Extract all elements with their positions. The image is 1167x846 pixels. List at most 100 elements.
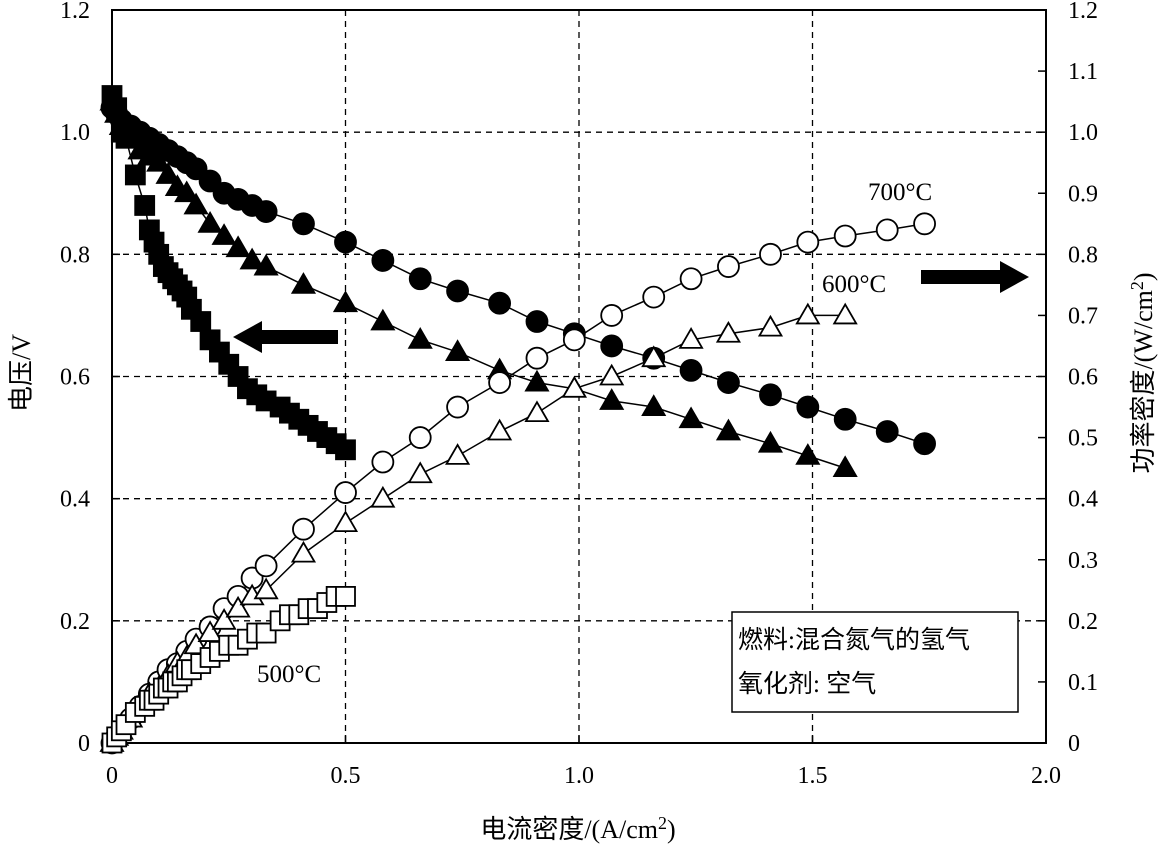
data-point-open-triangle xyxy=(290,540,317,563)
data-point-filled-triangle xyxy=(146,149,172,172)
data-point-open-circle xyxy=(913,212,936,236)
series-line-1 xyxy=(111,101,846,469)
data-point-filled-triangle xyxy=(197,210,223,233)
data-point-open-circle xyxy=(796,230,820,254)
data-point-open-triangle xyxy=(407,461,433,484)
data-point-open-circle xyxy=(600,304,624,327)
data-point-filled-circle xyxy=(292,212,315,236)
data-point-open-triangle xyxy=(715,320,742,343)
data-point-filled-triangle xyxy=(795,443,821,465)
series-line-0 xyxy=(111,107,925,445)
y-right-tick-label: 0.5 xyxy=(1068,426,1098,452)
y-left-tick-label: 0.4 xyxy=(60,487,90,513)
y-right-tick-label: 0.4 xyxy=(1068,487,1098,513)
y-left-tick-label: 0 xyxy=(78,731,90,757)
y-left-tick-label: 0.8 xyxy=(60,242,90,268)
grid-lines xyxy=(112,10,1046,743)
x-tick-label: 1.0 xyxy=(564,763,594,789)
data-point-open-circle xyxy=(446,395,469,419)
y-right-tick-label: 0 xyxy=(1068,731,1080,757)
data-point-filled-square xyxy=(106,97,128,119)
data-point-open-triangle xyxy=(832,302,858,325)
y-right-tick-label: 0.9 xyxy=(1068,181,1098,207)
data-point-filled-circle xyxy=(759,383,782,407)
data-point-filled-square xyxy=(190,311,212,332)
data-point-filled-circle xyxy=(875,420,899,443)
data-point-filled-triangle xyxy=(407,327,433,349)
data-point-filled-triangle xyxy=(757,430,784,453)
y-right-tick-label: 0.6 xyxy=(1068,365,1098,391)
data-point-open-circle xyxy=(292,517,315,541)
data-point-filled-circle xyxy=(334,230,357,254)
data-point-filled-triangle xyxy=(332,290,359,313)
y-left-tick-label: 1.0 xyxy=(60,120,90,146)
data-point-open-square xyxy=(335,586,356,607)
data-point-filled-triangle xyxy=(678,406,704,429)
x-tick-label: 0 xyxy=(106,763,118,789)
data-point-open-triangle xyxy=(445,443,471,465)
x-tick-label: 2.0 xyxy=(1031,763,1061,789)
data-point-filled-triangle xyxy=(174,180,200,203)
data-point-open-triangle xyxy=(332,510,359,532)
data-point-filled-triangle xyxy=(239,247,265,270)
data-point-open-circle xyxy=(334,481,357,504)
y-right-tick-label: 1.0 xyxy=(1068,120,1098,146)
y-left-tick-label: 1.2 xyxy=(60,0,90,24)
data-point-open-triangle xyxy=(757,314,784,337)
data-point-filled-circle xyxy=(371,249,395,272)
data-point-filled-triangle xyxy=(715,418,742,441)
data-point-filled-triangle xyxy=(599,388,625,410)
data-point-open-triangle xyxy=(211,608,237,630)
axis-ticks: 0 0.5 1.0 1.5 2.0 0 0.2 0.4 0.6 0.8 1.0 1.2 0 0.1 0.2 0… xyxy=(60,0,1098,789)
data-point-filled-triangle xyxy=(370,308,396,331)
data-point-filled-circle xyxy=(913,432,936,456)
data-point-open-triangle xyxy=(253,577,279,600)
y-left-axis-title: 电压/V xyxy=(7,334,36,412)
annotation-600c: 600°C xyxy=(822,271,886,298)
annotation-500c: 500°C xyxy=(257,661,321,688)
data-point-open-triangle xyxy=(795,302,821,325)
data-point-open-circle xyxy=(562,328,586,352)
data-point-filled-square xyxy=(124,164,146,186)
legend-oxidant: 氧化剂: 空气 xyxy=(738,670,876,698)
data-point-open-circle xyxy=(717,255,740,278)
data-point-open-triangle xyxy=(599,363,625,386)
left-axis-arrow xyxy=(233,321,338,353)
data-point-filled-circle xyxy=(679,358,703,382)
y-left-tick-label: 0.2 xyxy=(60,609,90,635)
data-point-filled-square xyxy=(335,439,356,461)
data-point-filled-circle xyxy=(717,371,740,395)
data-point-filled-circle xyxy=(446,279,469,303)
data-point-open-circle xyxy=(833,224,857,248)
data-point-filled-triangle xyxy=(253,253,279,276)
right-axis-arrow xyxy=(921,261,1029,293)
data-point-filled-triangle xyxy=(155,162,181,184)
y-right-axis-title: 功率密度/(W/cm2) xyxy=(1127,272,1158,473)
legend-box xyxy=(731,611,1019,713)
data-point-open-circle xyxy=(371,450,395,474)
y-right-tick-label: 1.1 xyxy=(1068,59,1098,85)
data-point-open-triangle xyxy=(561,375,587,398)
y-right-tick-label: 0.3 xyxy=(1068,548,1098,574)
data-point-filled-triangle xyxy=(832,455,858,478)
data-point-open-circle xyxy=(642,285,666,309)
x-tick-label: 1.5 xyxy=(798,763,828,789)
data-point-filled-triangle xyxy=(641,394,667,416)
y-right-tick-label: 0.7 xyxy=(1068,303,1098,329)
series-markers xyxy=(99,85,936,755)
data-point-open-circle xyxy=(488,371,512,395)
data-point-filled-circle xyxy=(600,334,624,358)
data-point-open-circle xyxy=(759,242,782,266)
data-point-filled-triangle xyxy=(290,272,317,294)
data-point-filled-circle xyxy=(488,291,512,315)
y-right-tick-label: 0.2 xyxy=(1068,609,1098,635)
data-point-open-triangle xyxy=(487,418,513,441)
y-left-tick-label: 0.6 xyxy=(60,365,90,391)
data-point-open-triangle xyxy=(524,400,550,423)
data-point-open-triangle xyxy=(641,345,667,368)
data-point-filled-circle xyxy=(525,310,549,333)
data-point-open-circle xyxy=(408,426,432,449)
data-point-filled-triangle xyxy=(211,223,237,245)
data-point-open-circle xyxy=(254,554,278,578)
y-right-tick-label: 0.1 xyxy=(1068,670,1098,696)
